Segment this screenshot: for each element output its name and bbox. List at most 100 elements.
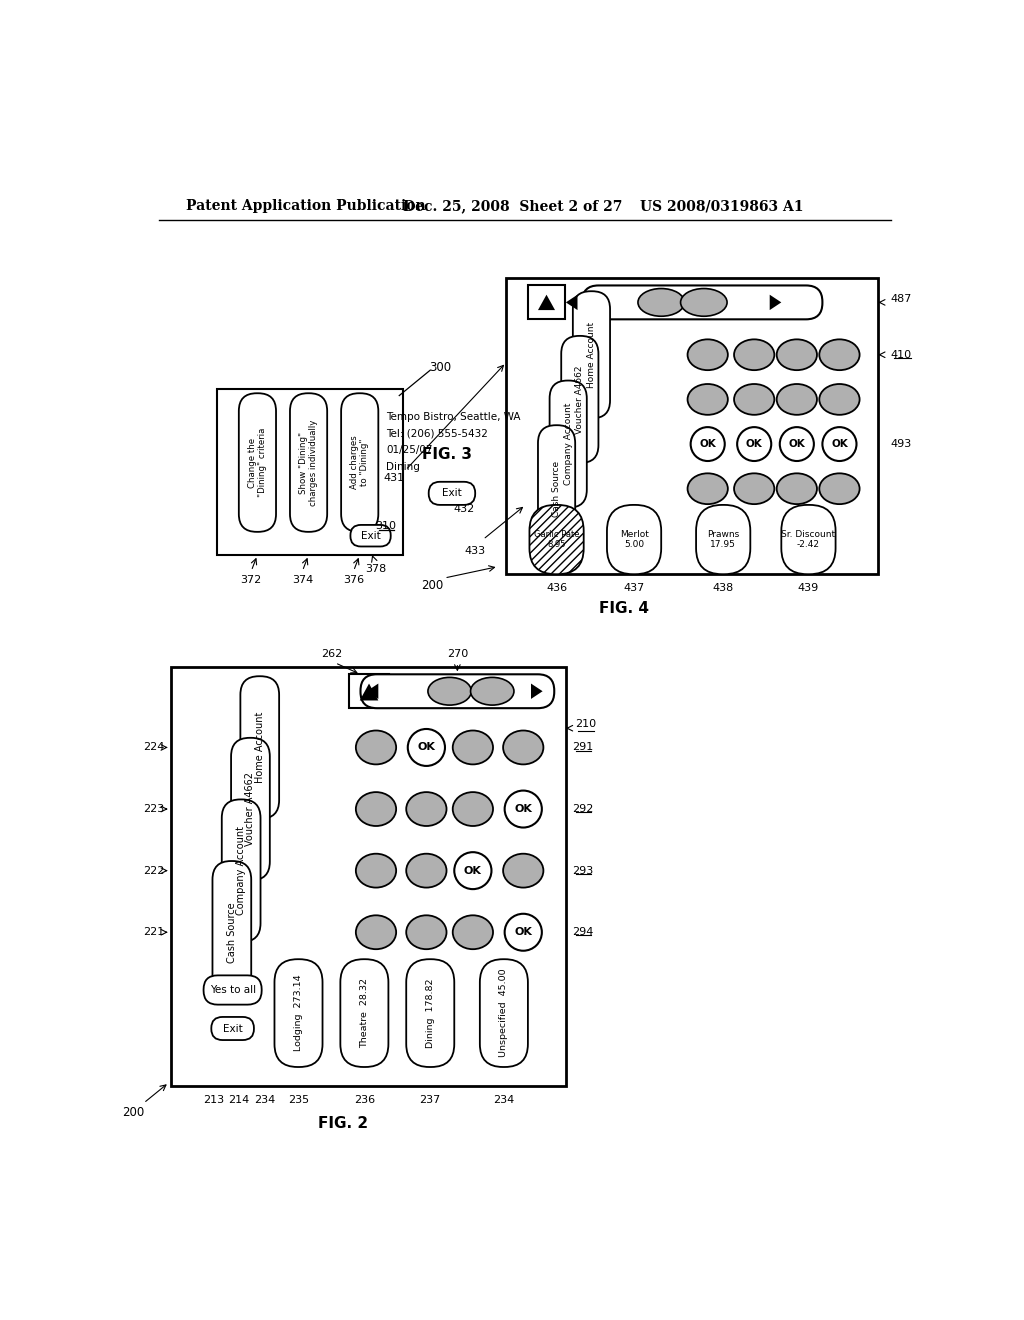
Ellipse shape xyxy=(407,915,446,949)
FancyBboxPatch shape xyxy=(429,482,475,506)
Ellipse shape xyxy=(681,289,727,317)
FancyBboxPatch shape xyxy=(480,960,528,1067)
Text: Dec. 25, 2008  Sheet 2 of 27: Dec. 25, 2008 Sheet 2 of 27 xyxy=(403,199,623,213)
Text: 236: 236 xyxy=(354,1096,375,1105)
Text: Dining  178.82: Dining 178.82 xyxy=(426,978,435,1048)
Text: 291: 291 xyxy=(572,742,594,752)
Bar xyxy=(171,667,566,1086)
Text: 292: 292 xyxy=(572,804,594,814)
Text: 223: 223 xyxy=(143,804,164,814)
Text: Exit: Exit xyxy=(223,1023,243,1034)
Text: US 2008/0319863 A1: US 2008/0319863 A1 xyxy=(640,199,803,213)
Circle shape xyxy=(690,428,725,461)
Ellipse shape xyxy=(819,474,859,504)
Text: 437: 437 xyxy=(624,583,645,593)
Text: 372: 372 xyxy=(241,576,262,585)
FancyBboxPatch shape xyxy=(211,1016,254,1040)
Text: 262: 262 xyxy=(322,649,342,659)
FancyBboxPatch shape xyxy=(538,425,575,552)
Ellipse shape xyxy=(407,792,446,826)
Ellipse shape xyxy=(453,730,493,764)
Text: 439: 439 xyxy=(798,583,819,593)
Text: 376: 376 xyxy=(343,576,365,585)
Ellipse shape xyxy=(638,289,684,317)
Ellipse shape xyxy=(503,730,544,764)
Ellipse shape xyxy=(687,339,728,370)
Circle shape xyxy=(737,428,771,461)
Ellipse shape xyxy=(428,677,471,705)
FancyBboxPatch shape xyxy=(583,285,822,319)
Text: OK: OK xyxy=(745,440,763,449)
Text: 234: 234 xyxy=(255,1096,275,1105)
Text: 224: 224 xyxy=(143,742,164,752)
Text: Voucher A4662: Voucher A4662 xyxy=(575,366,585,434)
Text: Theatre  28.32: Theatre 28.32 xyxy=(359,978,369,1048)
FancyBboxPatch shape xyxy=(290,393,328,532)
Text: Patent Application Publication: Patent Application Publication xyxy=(186,199,426,213)
Ellipse shape xyxy=(503,854,544,887)
Text: 293: 293 xyxy=(572,866,594,875)
FancyBboxPatch shape xyxy=(241,676,280,818)
Polygon shape xyxy=(770,294,781,310)
Ellipse shape xyxy=(356,854,396,887)
FancyBboxPatch shape xyxy=(550,380,587,508)
FancyBboxPatch shape xyxy=(274,960,323,1067)
Text: 200: 200 xyxy=(122,1106,144,1119)
Text: Add charges
to "Dining": Add charges to "Dining" xyxy=(350,436,370,490)
Text: 438: 438 xyxy=(713,583,734,593)
Polygon shape xyxy=(367,684,378,700)
Ellipse shape xyxy=(471,677,514,705)
Text: Prawns
17.95: Prawns 17.95 xyxy=(708,529,739,549)
Text: Sr. Discount
-2.42: Sr. Discount -2.42 xyxy=(781,529,836,549)
Text: 213: 213 xyxy=(203,1096,224,1105)
FancyBboxPatch shape xyxy=(572,292,610,418)
Ellipse shape xyxy=(819,339,859,370)
Circle shape xyxy=(779,428,814,461)
Bar xyxy=(349,675,389,708)
Ellipse shape xyxy=(356,730,396,764)
Ellipse shape xyxy=(356,792,396,826)
Text: Change the
"Dining" criteria: Change the "Dining" criteria xyxy=(248,428,267,498)
Bar xyxy=(217,389,403,554)
Text: 432: 432 xyxy=(453,504,474,513)
Text: 234: 234 xyxy=(494,1096,514,1105)
Ellipse shape xyxy=(453,915,493,949)
Ellipse shape xyxy=(776,474,817,504)
Text: 221: 221 xyxy=(143,927,164,937)
Text: 436: 436 xyxy=(546,583,567,593)
Text: Show "Dining"
charges individually: Show "Dining" charges individually xyxy=(299,420,318,506)
FancyBboxPatch shape xyxy=(340,960,388,1067)
FancyBboxPatch shape xyxy=(231,738,270,880)
Circle shape xyxy=(455,853,492,890)
Text: OK: OK xyxy=(514,804,532,814)
Text: Tempo Bistro, Seattle, WA
Tel: (206) 555-5432
01/25/07
Dining: Tempo Bistro, Seattle, WA Tel: (206) 555… xyxy=(386,412,520,471)
Ellipse shape xyxy=(356,915,396,949)
Text: 235: 235 xyxy=(288,1096,309,1105)
FancyBboxPatch shape xyxy=(407,960,455,1067)
Text: Company Account: Company Account xyxy=(563,403,572,486)
Ellipse shape xyxy=(453,792,493,826)
FancyBboxPatch shape xyxy=(341,393,378,532)
Text: OK: OK xyxy=(788,440,805,449)
Text: 374: 374 xyxy=(292,576,313,585)
Text: Exit: Exit xyxy=(360,531,381,541)
Text: Cash Source: Cash Source xyxy=(227,902,237,962)
FancyBboxPatch shape xyxy=(222,800,260,942)
FancyBboxPatch shape xyxy=(239,393,276,532)
Polygon shape xyxy=(531,684,543,700)
FancyBboxPatch shape xyxy=(529,506,584,574)
Text: Exit: Exit xyxy=(442,488,462,499)
Text: Voucher A4662: Voucher A4662 xyxy=(246,772,255,846)
Text: 431: 431 xyxy=(383,473,404,483)
FancyBboxPatch shape xyxy=(350,525,391,546)
FancyBboxPatch shape xyxy=(204,975,262,1005)
Text: Lodging  273.14: Lodging 273.14 xyxy=(294,974,303,1052)
Circle shape xyxy=(822,428,856,461)
Text: Home Account: Home Account xyxy=(587,322,596,388)
Text: Company Account: Company Account xyxy=(237,826,246,915)
Text: 200: 200 xyxy=(422,579,443,593)
Text: 210: 210 xyxy=(574,719,596,730)
Ellipse shape xyxy=(776,339,817,370)
Ellipse shape xyxy=(687,474,728,504)
Circle shape xyxy=(505,791,542,828)
